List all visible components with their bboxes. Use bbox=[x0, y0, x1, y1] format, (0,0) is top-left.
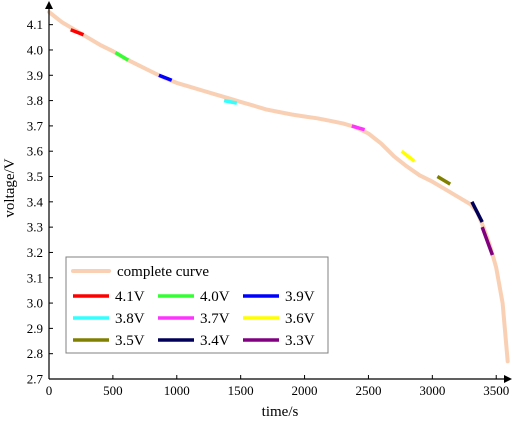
segment-3-6v bbox=[400, 149, 416, 163]
legend-entries: complete curve 4.1V 4.0V 3.9V 3.8V 3.7V 3.6V 3.… bbox=[71, 264, 315, 349]
x-axis-label: time/s bbox=[262, 404, 299, 420]
ticks-layer: 0 500 1000 1500 2000 2500 3000 3500 2.7 2.8 2.9 3.0… bbox=[27, 17, 509, 398]
legend-label-3-5v: 3.5V bbox=[115, 333, 145, 349]
segment-3-4v bbox=[470, 201, 484, 223]
legend-label-3-9v: 3.9V bbox=[285, 289, 315, 305]
x-tick-label: 500 bbox=[103, 383, 123, 398]
x-tick-label: 1500 bbox=[228, 383, 254, 398]
segment-4-1v bbox=[70, 28, 85, 37]
legend-label-4-1v: 4.1V bbox=[115, 289, 145, 305]
x-tick-label: 2000 bbox=[292, 383, 318, 398]
y-tick-label: 2.7 bbox=[27, 372, 44, 387]
y-tick-label: 3.9 bbox=[27, 68, 43, 83]
segment-4-0v bbox=[114, 50, 130, 62]
legend-label-3-8v: 3.8V bbox=[115, 311, 145, 327]
legend-label-3-4v: 3.4V bbox=[200, 333, 230, 349]
y-tick-label: 4.1 bbox=[27, 17, 43, 32]
x-tick-label: 0 bbox=[46, 383, 53, 398]
segment-3-5v bbox=[436, 174, 452, 186]
legend: complete curve 4.1V 4.0V 3.9V 3.8V 3.7V 3.6V 3.… bbox=[65, 256, 329, 354]
segments-layer bbox=[70, 28, 495, 256]
y-tick-label: 3.2 bbox=[27, 245, 43, 260]
x-tick-label: 3500 bbox=[483, 383, 509, 398]
legend-label-3-3v: 3.3V bbox=[285, 333, 315, 349]
y-tick-label: 3.7 bbox=[27, 118, 44, 133]
y-axis-label: voltage/V bbox=[2, 158, 18, 217]
y-tick-label: 3.5 bbox=[27, 169, 43, 184]
x-tick-label: 2500 bbox=[355, 383, 381, 398]
y-axis-arrow bbox=[45, 1, 53, 9]
legend-label-3-7v: 3.7V bbox=[200, 311, 230, 327]
y-tick-label: 3.6 bbox=[27, 144, 44, 159]
y-tick-label: 3.1 bbox=[27, 270, 43, 285]
segment-3-7v bbox=[351, 124, 366, 132]
segment-3-3v bbox=[480, 226, 495, 256]
legend-label-complete-curve: complete curve bbox=[117, 264, 209, 280]
y-tick-label: 2.8 bbox=[27, 346, 43, 361]
legend-box bbox=[65, 256, 329, 354]
complete-curve-line bbox=[47, 10, 510, 364]
y-tick-label: 4.0 bbox=[27, 42, 43, 57]
segment-3-8v bbox=[223, 98, 238, 105]
y-tick-label: 3.0 bbox=[27, 296, 43, 311]
segment-3-9v bbox=[158, 73, 173, 82]
x-axis-arrow bbox=[504, 375, 512, 383]
legend-label-4-0v: 4.0V bbox=[200, 289, 230, 305]
curve-layer bbox=[47, 10, 510, 364]
x-tick-label: 3000 bbox=[419, 383, 445, 398]
y-tick-label: 3.3 bbox=[27, 220, 43, 235]
legend-label-3-6v: 3.6V bbox=[285, 311, 315, 327]
x-tick-label: 1000 bbox=[164, 383, 190, 398]
y-tick-label: 2.9 bbox=[27, 321, 43, 336]
y-tick-label: 3.8 bbox=[27, 93, 43, 108]
y-tick-label: 3.4 bbox=[27, 194, 44, 209]
